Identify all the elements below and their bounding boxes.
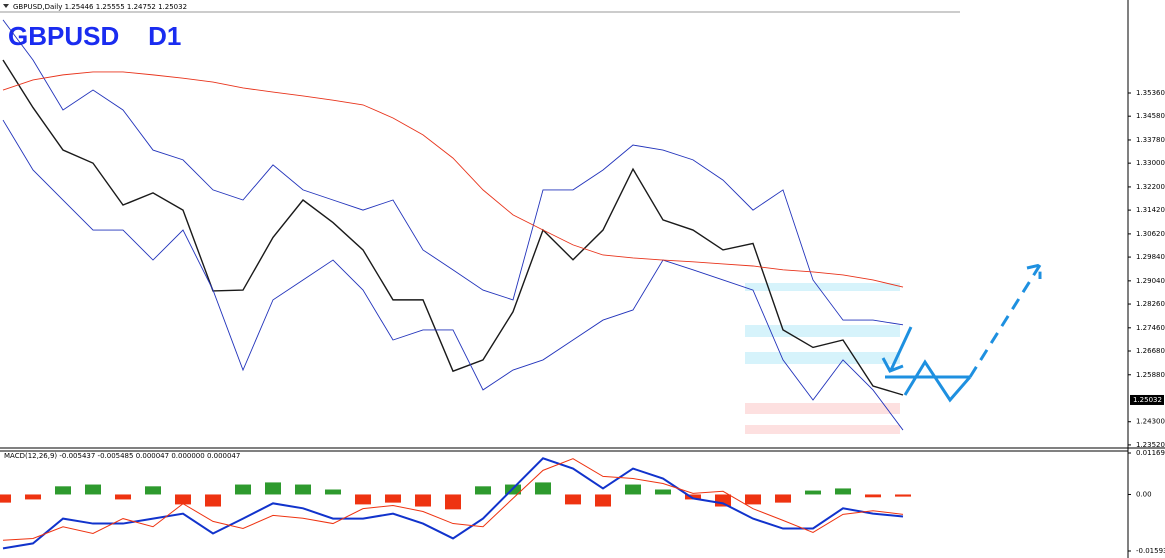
histogram-bar [355,494,371,505]
y-tick-label: 1.26680 [1136,347,1165,355]
zone [745,403,900,414]
y-tick-label: 1.25880 [1136,371,1165,379]
y-tick-label: 1.31420 [1136,206,1165,214]
y-tick-label: 1.33000 [1136,159,1165,167]
histogram-bar [85,484,101,495]
y-tick-label: 1.33780 [1136,136,1165,144]
macd-line [2,457,904,550]
y-tick-label: 1.34580 [1136,112,1165,120]
histogram-bar [0,494,11,503]
price-line [2,59,904,396]
histogram-bar [775,494,791,503]
histogram-bar [385,494,401,503]
price-line [2,119,904,431]
histogram-bar [715,494,731,507]
y-tick-label: 1.28260 [1136,300,1165,308]
histogram-bar [595,494,611,507]
histogram-bar [535,482,551,495]
y-tick-label: 1.32200 [1136,183,1165,191]
histogram-bar [625,484,641,495]
y-tick-label: 0.00 [1136,490,1152,498]
histogram-bar [835,488,851,495]
arrow [881,326,913,373]
y-tick-label: 1.35360 [1136,89,1165,97]
histogram-bar [685,494,701,500]
histogram-bar [265,482,281,495]
histogram-bar [895,494,911,497]
last-price-box [1130,394,1164,405]
dashed-arrow [968,263,1042,378]
zone [745,352,900,364]
y-tick-label: 1.24300 [1136,418,1165,426]
histogram-bar [865,494,881,498]
zone [745,283,900,291]
histogram-bar [475,486,491,495]
y-tick-label: 0.011695 [1136,449,1165,457]
macd-title: MACD(12,26,9) -0.005437 -0.005485 0.0000… [4,452,240,460]
y-tick-label: 1.30620 [1136,230,1165,238]
zone [745,425,900,434]
header-arrow [3,4,9,8]
plot: 1.35360 1.34580 1.33780 1.33000 1.32200 1.314… [0,19,1165,555]
last-price-label: 1.25032 [1133,396,1162,404]
y-tick-label: 1.27460 [1136,324,1165,332]
histogram-bar [655,489,671,495]
histogram-bar [325,489,341,495]
chart-title: GBPUSD D1 [8,21,181,51]
histogram-bar [25,494,41,500]
histogram-bar [295,484,311,495]
annotations [881,263,1042,403]
histogram-bar [565,494,581,505]
zone [745,325,900,337]
histogram-bar [745,494,761,505]
histogram-bar [175,494,191,505]
histogram-bar [415,494,431,507]
histogram-bar [235,484,251,495]
histogram-bar [445,494,461,510]
y-tick-label: 1.29040 [1136,277,1165,285]
histogram-bar [115,494,131,500]
histogram-bar [55,486,71,495]
price-line [2,71,904,288]
macd-line [2,458,904,541]
header-text: GBPUSD,Daily 1.25446 1.25555 1.24752 1.2… [13,3,187,11]
price-line [2,19,904,326]
y-tick-label: 1.29840 [1136,253,1165,261]
path [903,359,972,403]
histogram-bar [145,486,161,495]
histogram-bar [205,494,221,507]
histogram-bar [805,490,821,495]
y-tick-label: 1.23520 [1136,441,1165,449]
y-tick-label: -0.015937 [1136,547,1165,555]
